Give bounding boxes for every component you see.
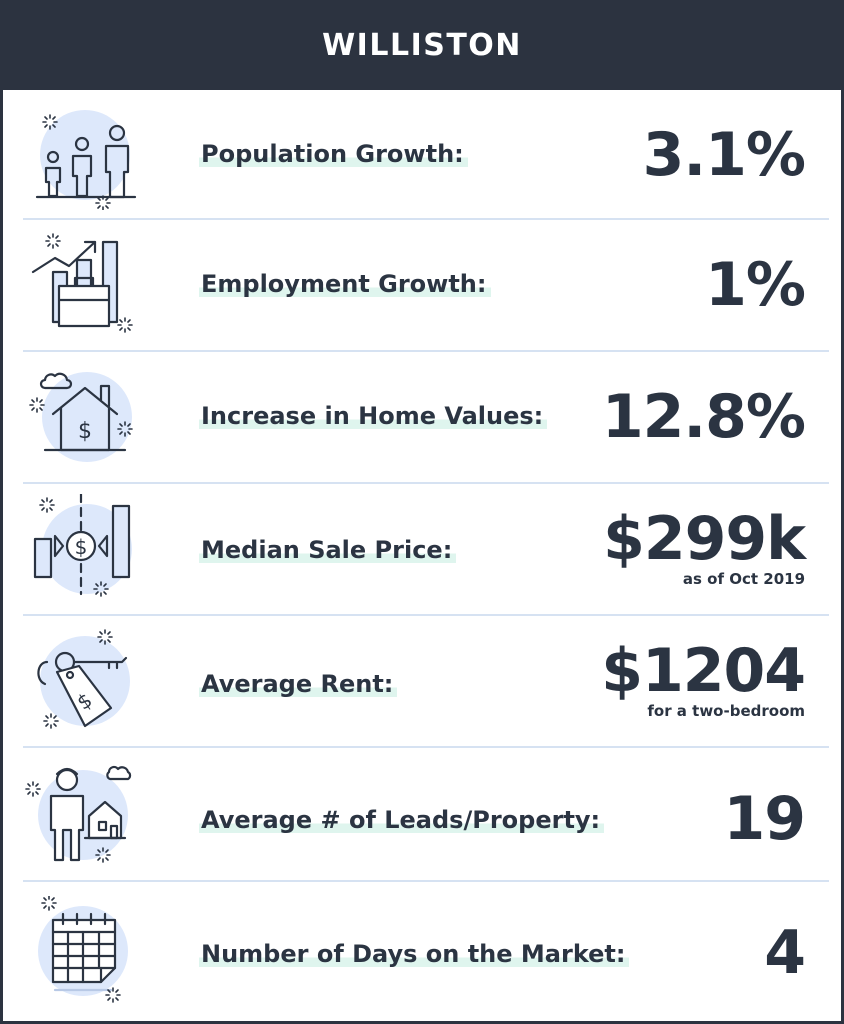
stat-label: Increase in Home Values: (199, 402, 548, 430)
calendar-icon (25, 896, 145, 1006)
person-house-icon (25, 760, 145, 870)
stat-label: Employment Growth: (199, 270, 491, 298)
stat-value: 3.1% (642, 120, 806, 190)
stat-row-days-on-market: Number of Days on the Market: 4 (3, 882, 841, 1021)
house-dollar-icon: $ (25, 362, 145, 472)
stat-note: for a two-bedroom (647, 702, 805, 720)
stat-value: $1204 (601, 636, 806, 706)
stat-note: as of Oct 2019 (682, 570, 805, 588)
header-bar: WILLISTON (0, 0, 844, 90)
key-tag-icon: $ (25, 626, 145, 736)
row-divider (23, 746, 829, 748)
city-title: WILLISTON (322, 27, 522, 63)
row-divider (23, 614, 829, 616)
stats-panel: Population Growth: 3.1% (3, 90, 841, 1021)
stat-row-employment-growth: Employment Growth: 1% (3, 220, 841, 350)
row-divider (23, 218, 829, 220)
stat-value: 12.8% (601, 382, 806, 452)
stat-row-home-values: $ Increase in Home Values: 12.8% (3, 352, 841, 482)
briefcase-chart-icon (25, 230, 145, 340)
stat-value: $299k (603, 504, 806, 574)
price-bars-icon: $ (25, 494, 145, 604)
row-divider (23, 350, 829, 352)
stat-row-leads-per-property: Average # of Leads/Property: 19 (3, 748, 841, 880)
stat-label: Average # of Leads/Property: (199, 806, 605, 834)
stat-row-population-growth: Population Growth: 3.1% (3, 90, 841, 218)
svg-text:$: $ (75, 535, 88, 559)
stat-label: Average Rent: (199, 670, 398, 698)
stat-label: Population Growth: (199, 140, 468, 168)
family-icon (25, 100, 145, 210)
stat-label: Number of Days on the Market: (199, 940, 630, 968)
row-divider (23, 880, 829, 882)
stat-row-median-sale-price: $ Median Sale Price: $299k as of Oct 201… (3, 484, 841, 614)
stat-value: 1% (705, 250, 806, 320)
svg-text:$: $ (78, 419, 92, 444)
stat-row-average-rent: $ Average Rent: $1204 for a two-bedroom (3, 616, 841, 746)
stat-value: 19 (723, 784, 806, 854)
row-divider (23, 482, 829, 484)
stat-value: 4 (764, 918, 806, 988)
stat-label: Median Sale Price: (199, 536, 457, 564)
